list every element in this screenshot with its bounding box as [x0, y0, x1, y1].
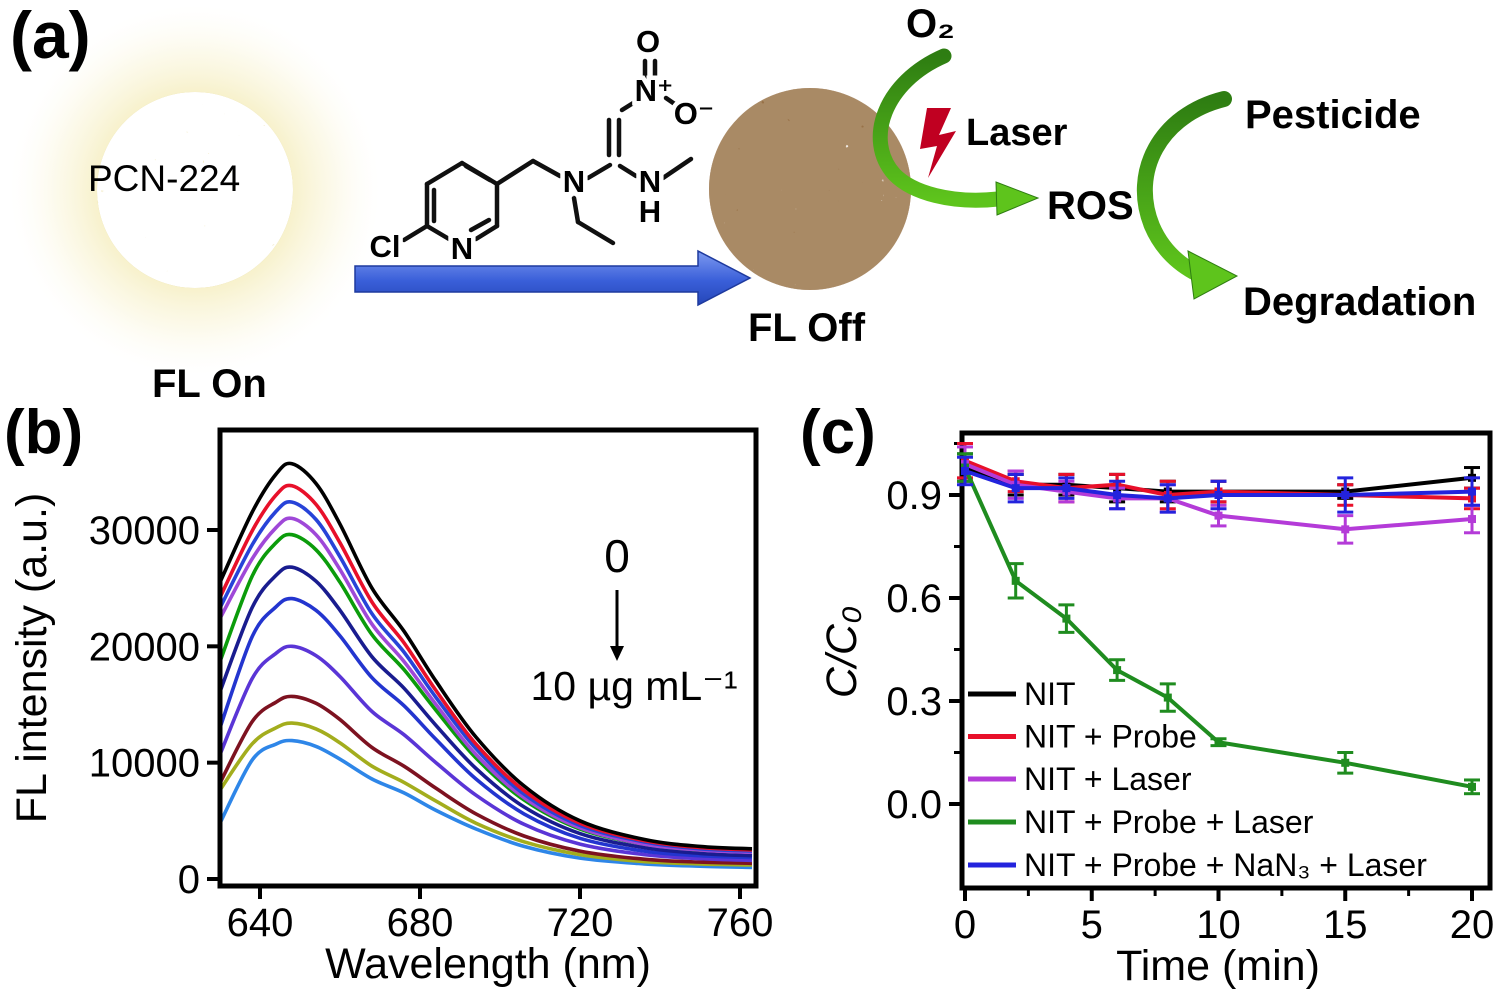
x-axis-label: Wavelength (nm)	[325, 940, 651, 988]
data-marker	[1214, 738, 1223, 747]
axis-ticks: 640 680 720 760 0 10000 20000 30000	[89, 509, 774, 945]
legend-label: NIT + Laser	[1024, 761, 1192, 797]
o2-label: O₂	[906, 2, 955, 46]
data-marker	[1163, 693, 1172, 702]
atom-label: N⁺	[635, 73, 674, 108]
x-tick-label: 10	[1196, 903, 1241, 947]
data-marker	[1341, 525, 1350, 534]
x-tick-label: 15	[1323, 903, 1368, 947]
y-axis-label: C/C₀	[818, 606, 866, 698]
plot-frame	[217, 427, 759, 889]
atom-label: N	[639, 164, 661, 199]
y-tick-label: 0.6	[886, 577, 942, 621]
annotation-top: 0	[604, 530, 630, 582]
data-marker	[1062, 614, 1071, 623]
pesticide-to-degradation-arrow	[1136, 91, 1239, 300]
plot-frame	[959, 430, 1493, 891]
panel-a-graphics: Cl NN NHN⁺OO⁻	[10, 5, 1239, 375]
data-marker	[961, 466, 969, 475]
data-marker	[1062, 484, 1071, 493]
spectrum-curve	[222, 516, 753, 854]
data-marker	[1214, 491, 1223, 500]
pcn-224-label: PCN-224	[88, 158, 241, 199]
x-tick-label: 20	[1450, 903, 1495, 947]
y-tick-label: 0	[178, 858, 200, 902]
y-tick-label: 0.3	[886, 680, 942, 724]
spectra-chart: 640 680 720 760 0 10000 20000 30000 Wavelength (…	[8, 427, 774, 988]
fl-off-sphere	[709, 88, 911, 290]
y-tick-label: 0.0	[886, 783, 942, 827]
spectrum-curve	[222, 644, 753, 863]
y-tick-label: 0.9	[886, 474, 942, 518]
y-axis-label: FL intensity (a.u.)	[8, 493, 56, 824]
panel-c-label: (c)	[800, 398, 876, 467]
fl-on-label: FL On	[152, 362, 267, 406]
spectrum-curve	[222, 461, 753, 851]
ros-label: ROS	[1047, 184, 1134, 228]
atom-label: H	[639, 194, 661, 229]
data-marker	[1468, 515, 1476, 524]
error-bars	[957, 452, 1480, 796]
structure-atom-labels: Cl NN NHN⁺OO⁻	[365, 20, 719, 271]
series-line	[964, 469, 1473, 501]
series-line	[963, 466, 1473, 789]
legend-label: NIT + Probe + Laser	[1024, 804, 1314, 840]
pesticide-label: Pesticide	[1245, 93, 1421, 137]
reaction-arrow	[354, 249, 752, 307]
panel-b-label: (b)	[4, 398, 84, 467]
data-marker	[1163, 494, 1172, 503]
spectrum-curve	[222, 738, 753, 870]
axis-ticks: 0 5 10 15 20 0.0 0.3 0.6 0.9	[886, 442, 1495, 947]
spectrum-curve	[222, 565, 753, 858]
data-marker	[1011, 576, 1020, 585]
atom-label: N	[563, 164, 585, 199]
spectrum-curve	[222, 596, 753, 860]
concentration-annotation: 0 10 µg mL⁻¹	[530, 530, 737, 709]
down-arrow-icon	[610, 646, 624, 661]
y-tick-label: 10000	[89, 742, 200, 786]
chemical-structure	[401, 58, 694, 246]
y-tick-label: 30000	[89, 509, 200, 553]
legend: NIT NIT + Probe NIT + Laser NIT + Probe + L…	[968, 676, 1427, 883]
data-marker	[1113, 666, 1122, 675]
data-marker	[1341, 491, 1350, 500]
x-tick-label: 720	[547, 901, 614, 945]
annotation-bottom: 10 µg mL⁻¹	[530, 663, 737, 709]
spectrum-curve	[222, 721, 753, 867]
data-marker	[1214, 511, 1223, 520]
o2-to-ros-arrow	[872, 48, 1040, 216]
x-tick-label: 680	[387, 901, 454, 945]
panel-a-label: (a)	[10, 0, 91, 72]
legend-label: NIT + Probe	[1024, 719, 1197, 755]
y-tick-label: 20000	[89, 625, 200, 669]
spectra-curves	[222, 461, 753, 870]
fl-off-label: FL Off	[748, 306, 866, 350]
x-tick-label: 0	[954, 903, 976, 947]
atom-label: N	[451, 231, 473, 266]
x-tick-label: 5	[1081, 903, 1103, 947]
degradation-label: Degradation	[1243, 280, 1477, 324]
data-marker	[1468, 782, 1476, 791]
x-axis-label: Time (min)	[1116, 942, 1320, 990]
atom-label: O	[636, 24, 660, 59]
data-marker	[1113, 491, 1122, 500]
data-marker	[1011, 484, 1020, 493]
x-tick-label: 640	[227, 901, 294, 945]
legend-label: NIT + Probe + NaN₃ + Laser	[1024, 847, 1427, 883]
spectrum-curve	[222, 694, 753, 866]
fl-on-sphere	[10, 5, 380, 375]
kinetics-series	[957, 442, 1480, 796]
laser-bolt-icon	[920, 108, 956, 178]
x-tick-label: 760	[707, 901, 774, 945]
laser-label: Laser	[966, 112, 1068, 154]
atom-label: Cl	[370, 229, 401, 264]
data-marker	[1468, 487, 1476, 496]
atom-label: O⁻	[674, 96, 714, 131]
data-marker	[1341, 758, 1350, 767]
legend-label: NIT	[1024, 676, 1076, 712]
